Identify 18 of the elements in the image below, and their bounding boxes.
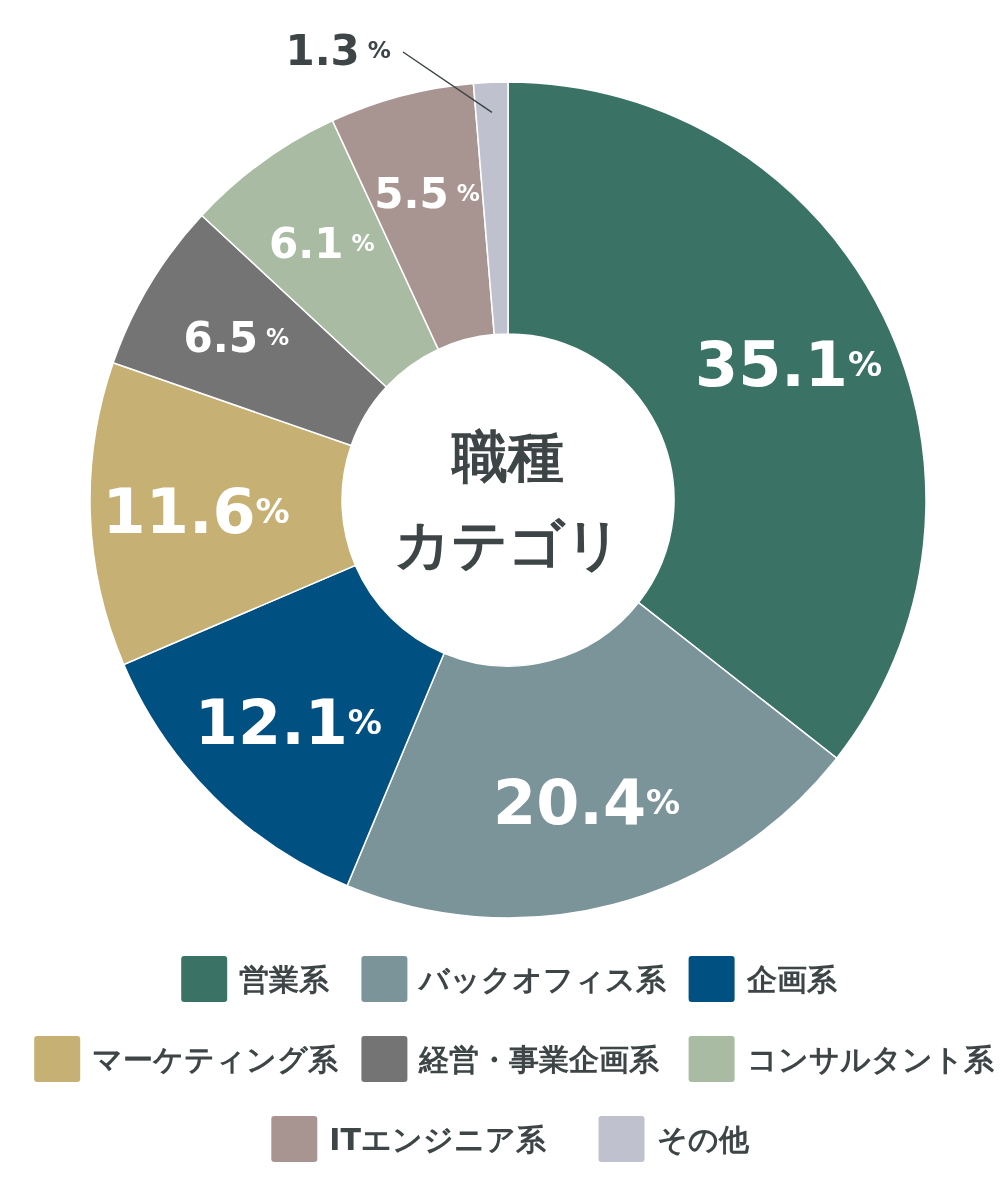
data-label: 11.6% [102,474,290,548]
text: カテゴリ [394,512,622,577]
legend-label: 経営・事業企画系 [418,1041,661,1077]
text: 職種 [450,424,564,489]
data-label: 6.5 % [183,312,290,362]
legend-label: 企画系 [745,961,838,997]
legend-label: 営業系 [239,961,331,997]
data-label: 12.1% [194,685,383,759]
data-label: 6.1 % [269,218,375,268]
data-label: 1.3 % [285,25,391,75]
legend-label: バックオフィス系 [417,961,668,997]
legend-label: ITエンジニア系 [329,1121,547,1157]
legend-label: その他 [656,1121,750,1157]
legend-label: コンサルタント系 [746,1041,995,1077]
data-label: 20.4% [493,765,681,839]
data-label: 5.5 % [374,169,480,218]
legend-label: マーケティング系 [92,1041,340,1077]
data-label: 35.1% [695,327,883,401]
